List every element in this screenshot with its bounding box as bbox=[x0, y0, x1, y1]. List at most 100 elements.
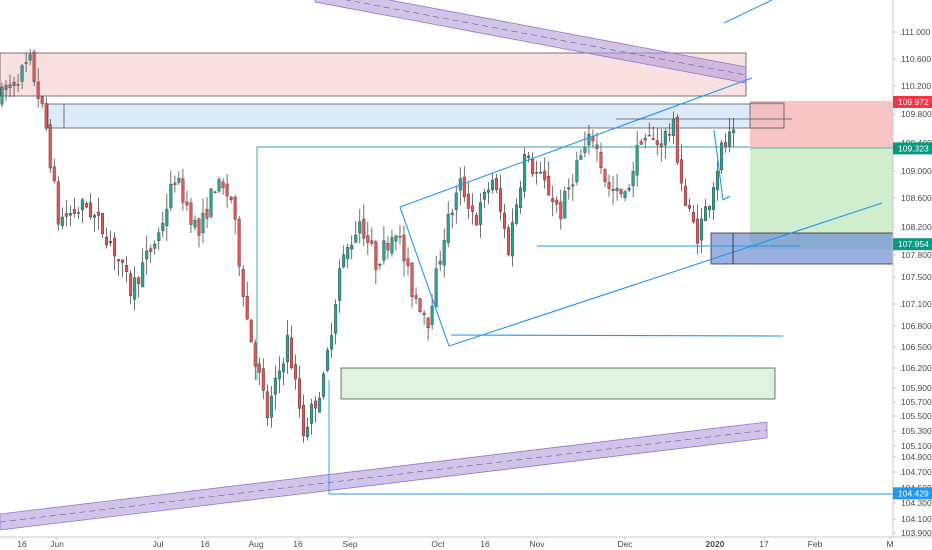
candle bbox=[434, 255, 438, 308]
candle-body bbox=[177, 178, 181, 183]
candle-body bbox=[454, 192, 458, 210]
candle bbox=[273, 365, 277, 410]
candle bbox=[374, 239, 378, 285]
candle-body bbox=[48, 124, 52, 169]
candle bbox=[430, 294, 434, 330]
candle-body bbox=[430, 305, 434, 325]
candle-body bbox=[627, 187, 631, 191]
candle-body bbox=[498, 188, 502, 212]
candle bbox=[615, 173, 619, 201]
candle-body bbox=[414, 295, 418, 299]
price-tick-label: 105.500 bbox=[901, 411, 932, 421]
price-tag[interactable]: 109.972 bbox=[893, 95, 932, 108]
candle-body bbox=[683, 185, 687, 206]
channel-left-edge bbox=[399, 206, 450, 347]
candle-body bbox=[217, 179, 221, 192]
price-tick-label: 104.100 bbox=[901, 514, 932, 524]
price-tag-box bbox=[893, 487, 932, 500]
candle bbox=[289, 325, 293, 370]
candle bbox=[583, 131, 587, 158]
price-tick-label: 106.500 bbox=[901, 342, 932, 352]
candle bbox=[173, 175, 177, 193]
price-tag-box bbox=[893, 95, 932, 108]
candle-body bbox=[426, 317, 430, 328]
candle bbox=[201, 198, 205, 244]
candle bbox=[607, 174, 611, 197]
candle-body bbox=[197, 218, 201, 236]
candle-body bbox=[603, 169, 607, 182]
candle bbox=[498, 174, 502, 221]
candle bbox=[269, 386, 273, 428]
candle bbox=[667, 123, 671, 143]
candle bbox=[80, 197, 84, 223]
candle-body bbox=[241, 269, 245, 297]
candle-body bbox=[515, 204, 519, 224]
candle bbox=[474, 212, 478, 226]
candle bbox=[418, 297, 422, 314]
candle bbox=[302, 394, 306, 443]
candle bbox=[458, 167, 462, 206]
price-tick-label: 104.900 bbox=[901, 452, 932, 462]
price-tag[interactable]: 107.954 bbox=[893, 238, 932, 251]
candle bbox=[297, 365, 301, 418]
candle-body bbox=[732, 129, 736, 134]
price-tag[interactable]: 109.323 bbox=[893, 142, 932, 155]
time-axis[interactable]: 16 Jun Jul 16 Aug 16 Sep Oct 16 Nov Dec 2020 17 Feb M bbox=[0, 536, 932, 549]
candle bbox=[181, 168, 185, 211]
candle bbox=[100, 212, 104, 238]
candle-body bbox=[567, 187, 571, 190]
price-tag-label: 104.429 bbox=[898, 488, 929, 498]
candle bbox=[169, 170, 173, 212]
candle bbox=[334, 299, 338, 345]
candle-body bbox=[72, 209, 76, 214]
candle bbox=[539, 161, 543, 175]
candle-body bbox=[165, 208, 169, 226]
candle-body bbox=[302, 405, 306, 437]
candle bbox=[0, 82, 4, 108]
candle-body bbox=[651, 138, 655, 140]
candle-body bbox=[169, 184, 173, 209]
candle bbox=[8, 74, 12, 98]
candle-body bbox=[639, 141, 643, 145]
candle bbox=[241, 264, 245, 307]
candle-body bbox=[563, 190, 567, 219]
candle-body bbox=[68, 213, 72, 216]
candle-body bbox=[402, 234, 406, 262]
candle-body bbox=[100, 212, 104, 234]
candle-body bbox=[543, 170, 547, 181]
candle bbox=[52, 158, 56, 184]
candle bbox=[56, 176, 60, 231]
candle-body bbox=[153, 243, 157, 249]
candle bbox=[390, 230, 394, 257]
price-tag-box bbox=[893, 142, 932, 155]
candle-body bbox=[273, 377, 277, 395]
candle bbox=[233, 194, 237, 234]
candle-body bbox=[394, 235, 398, 242]
candle-body bbox=[418, 298, 422, 312]
candle bbox=[547, 161, 551, 196]
candle-body bbox=[269, 396, 273, 418]
price-axis[interactable]: 103.900104.100104.300104.500104.700104.9… bbox=[892, 0, 932, 538]
candle-body bbox=[386, 243, 390, 251]
candle bbox=[591, 129, 595, 148]
candle bbox=[60, 207, 64, 230]
candle-body bbox=[181, 178, 185, 203]
candle-body bbox=[687, 205, 691, 209]
time-tick-label: 2020 bbox=[706, 539, 725, 549]
candle bbox=[619, 188, 623, 199]
candle bbox=[326, 347, 330, 373]
demand-zone-rect bbox=[340, 367, 776, 400]
lower-channel-band bbox=[0, 421, 768, 531]
candle-body bbox=[716, 171, 720, 190]
candle bbox=[88, 193, 92, 220]
candle bbox=[257, 357, 261, 385]
time-tick-label: Aug bbox=[248, 539, 263, 549]
candle bbox=[531, 152, 535, 177]
candle-body bbox=[503, 212, 507, 229]
candles-layer bbox=[0, 49, 736, 443]
price-tag[interactable]: 104.429 bbox=[893, 487, 932, 500]
candle bbox=[165, 193, 169, 242]
price-tag-label: 109.972 bbox=[898, 97, 929, 107]
candle bbox=[720, 140, 724, 174]
